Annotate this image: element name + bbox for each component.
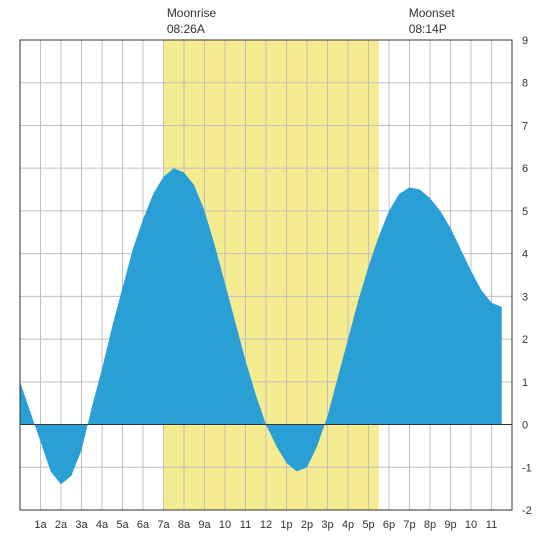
moonset-title: Moonset <box>409 6 455 22</box>
svg-text:11: 11 <box>486 519 497 531</box>
svg-text:2p: 2p <box>301 519 313 531</box>
svg-text:9: 9 <box>522 35 528 47</box>
svg-text:2a: 2a <box>55 519 68 531</box>
moonrise-title: Moonrise <box>167 6 216 22</box>
svg-text:2: 2 <box>522 334 528 346</box>
svg-text:6a: 6a <box>137 519 150 531</box>
svg-text:9p: 9p <box>444 519 456 531</box>
svg-text:12: 12 <box>260 519 272 531</box>
svg-text:4: 4 <box>522 249 528 261</box>
svg-text:5p: 5p <box>362 519 374 531</box>
svg-text:3a: 3a <box>75 519 88 531</box>
moonset-time: 08:14P <box>409 22 455 38</box>
annotation-moonset: Moonset 08:14P <box>409 6 455 37</box>
svg-text:4p: 4p <box>342 519 354 531</box>
svg-text:3: 3 <box>522 291 528 303</box>
svg-text:11: 11 <box>240 519 251 531</box>
svg-text:8p: 8p <box>424 519 436 531</box>
svg-text:9a: 9a <box>198 519 211 531</box>
svg-text:6: 6 <box>522 163 528 175</box>
svg-text:7a: 7a <box>157 519 170 531</box>
svg-text:0: 0 <box>522 420 528 432</box>
svg-text:6p: 6p <box>383 519 395 531</box>
annotation-moonrise: Moonrise 08:26A <box>167 6 216 37</box>
x-axis-labels: 1a 2a 3a 4a 5a 6a 7a 8a 9a 10 11 12 1p 2p 3p 4p 5p 6p 7p 8p… <box>34 519 497 531</box>
svg-text:7: 7 <box>522 120 528 132</box>
svg-text:8a: 8a <box>178 519 191 531</box>
svg-text:1: 1 <box>522 377 528 389</box>
svg-text:10: 10 <box>219 519 231 531</box>
chart-svg: 1a2a3a4a5a6a7a8a9a1011121p2p3p4p5p6p7p8p… <box>0 0 550 550</box>
svg-text:4a: 4a <box>96 519 109 531</box>
svg-text:-1: -1 <box>522 462 532 474</box>
svg-text:5: 5 <box>522 206 528 218</box>
svg-text:-2: -2 <box>522 505 532 517</box>
svg-text:3p: 3p <box>321 519 333 531</box>
svg-text:7p: 7p <box>403 519 415 531</box>
svg-text:8: 8 <box>522 78 528 90</box>
tide-chart: 1a2a3a4a5a6a7a8a9a1011121p2p3p4p5p6p7p8p… <box>0 0 550 550</box>
svg-text:5a: 5a <box>116 519 129 531</box>
moonrise-time: 08:26A <box>167 22 216 38</box>
svg-text:1p: 1p <box>280 519 292 531</box>
svg-text:1a: 1a <box>34 519 47 531</box>
svg-text:10: 10 <box>465 519 477 531</box>
